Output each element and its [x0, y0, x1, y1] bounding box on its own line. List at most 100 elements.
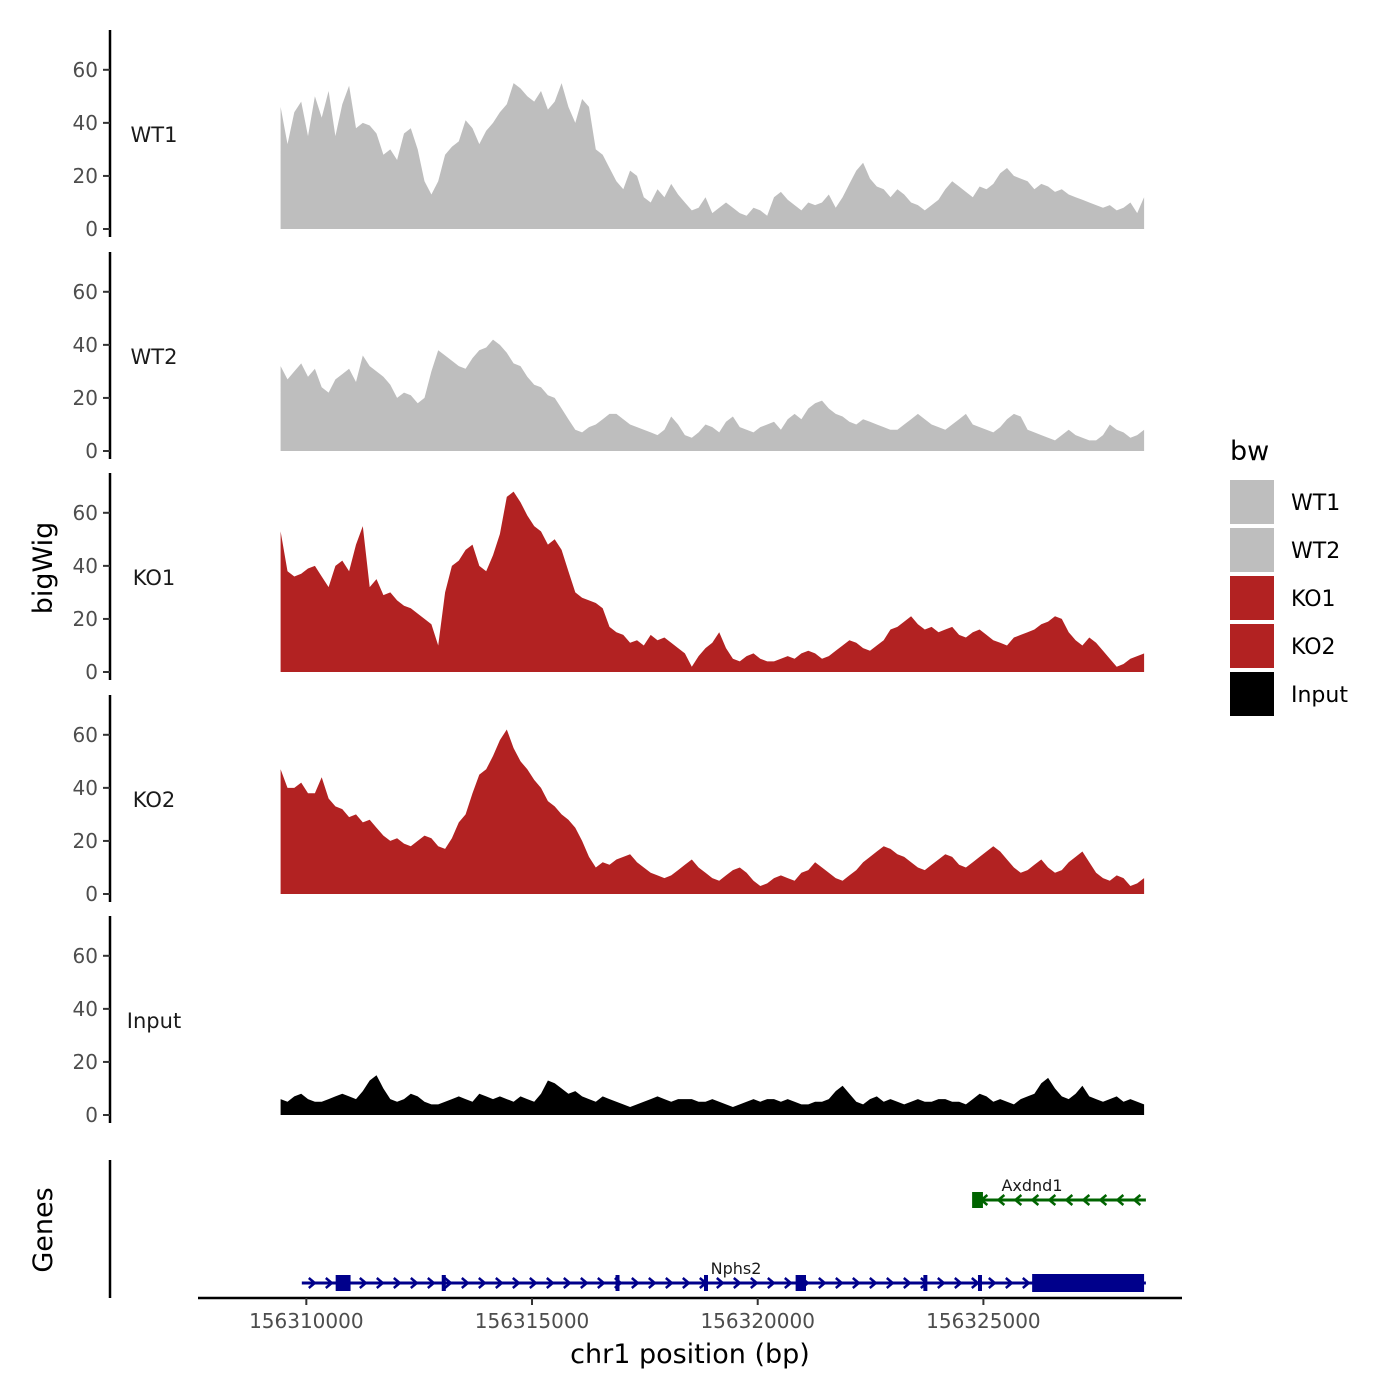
y-tick-label: 20	[73, 164, 98, 188]
strand-arrow	[1098, 1194, 1108, 1206]
area-input	[280, 1075, 1145, 1115]
strand-arrow	[996, 1194, 1006, 1206]
area-wt1	[280, 83, 1145, 229]
genes-track-title: Genes	[28, 1187, 59, 1272]
legend: WT1 WT2 KO1 KO2 Input	[1230, 480, 1348, 716]
exon	[977, 1275, 982, 1291]
track-label: WT2	[131, 345, 178, 369]
strand-arrow	[903, 1277, 912, 1289]
track-input: 0 20 40 60 Input	[73, 916, 1145, 1127]
y-tick-label: 0	[85, 660, 98, 684]
area-wt2	[280, 339, 1145, 451]
area-ko1	[280, 491, 1145, 672]
strand-arrow	[750, 1277, 759, 1289]
strand-arrow	[359, 1277, 368, 1289]
x-tick-label: 156310000	[249, 1309, 364, 1333]
area-ko2	[280, 729, 1145, 894]
track-label: KO2	[133, 788, 176, 812]
track-label: Input	[127, 1009, 181, 1033]
strand-arrow	[563, 1277, 572, 1289]
strand-arrow	[682, 1277, 691, 1289]
y-tick-label: 60	[73, 501, 98, 525]
strand-arrow	[937, 1277, 946, 1289]
gene-label: Nphs2	[711, 1259, 762, 1278]
legend-label-ko2: KO2	[1291, 635, 1336, 660]
track-label: WT1	[131, 123, 178, 147]
y-tick-label: 0	[85, 217, 98, 241]
strand-arrow	[410, 1277, 419, 1289]
legend-key-ko2	[1230, 624, 1274, 668]
exon	[615, 1275, 620, 1291]
y-tick-label: 20	[73, 1050, 98, 1074]
legend-label-ko1: KO1	[1291, 587, 1336, 612]
legend-key-ko1	[1230, 576, 1274, 620]
strand-arrow	[580, 1277, 589, 1289]
strand-arrow	[444, 1277, 453, 1289]
y-tick-label: 20	[73, 829, 98, 853]
strand-arrow	[852, 1277, 861, 1289]
exon	[795, 1275, 807, 1291]
y-tick-label: 20	[73, 386, 98, 410]
x-tick-label: 156320000	[700, 1309, 815, 1333]
strand-arrow	[1064, 1194, 1074, 1206]
strand-arrow	[1115, 1194, 1125, 1206]
strand-arrow	[1005, 1277, 1014, 1289]
y-tick-label: 60	[73, 280, 98, 304]
legend-title: bw	[1230, 436, 1269, 467]
strand-arrow	[835, 1277, 844, 1289]
exon	[335, 1275, 351, 1291]
legend-key-wt1	[1230, 480, 1274, 524]
y-axis-title: bigWig	[28, 522, 59, 615]
strand-arrow	[869, 1277, 878, 1289]
y-tick-label: 20	[73, 607, 98, 631]
legend-label-wt1: WT1	[1291, 491, 1340, 516]
strand-arrow	[393, 1277, 402, 1289]
strand-arrow	[1030, 1194, 1040, 1206]
strand-arrow	[1013, 1194, 1023, 1206]
strand-arrow	[427, 1277, 436, 1289]
strand-arrow	[376, 1277, 385, 1289]
strand-arrow	[1132, 1194, 1142, 1206]
strand-arrow	[886, 1277, 895, 1289]
strand-arrow	[461, 1277, 470, 1289]
strand-arrow	[597, 1277, 606, 1289]
strand-arrow	[733, 1277, 742, 1289]
strand-arrow	[529, 1277, 538, 1289]
genes-track: Axdnd1 Nphs2	[108, 1160, 1146, 1298]
strand-arrow	[546, 1277, 555, 1289]
strand-arrow	[988, 1277, 997, 1289]
y-tick-label: 0	[85, 439, 98, 463]
legend-label-input: Input	[1291, 683, 1348, 708]
track-ko1: 0 20 40 60 KO1	[73, 473, 1145, 684]
track-label: KO1	[133, 566, 176, 590]
legend-label-wt2: WT2	[1291, 539, 1340, 564]
strand-arrow	[716, 1277, 725, 1289]
strand-arrow	[478, 1277, 487, 1289]
strand-arrow	[784, 1277, 793, 1289]
strand-arrow	[495, 1277, 504, 1289]
y-tick-label: 0	[85, 882, 98, 906]
exon	[703, 1275, 708, 1291]
legend-key-wt2	[1230, 528, 1274, 572]
y-tick-label: 60	[73, 723, 98, 747]
signal-tracks: 0 20 40 60 WT1 0 20 40 60 WT2 0 20 40 60 KO1 0 20 40 60 KO2…	[73, 30, 1145, 1127]
y-tick-label: 0	[85, 1103, 98, 1127]
strand-arrow	[512, 1277, 521, 1289]
strand-arrow	[325, 1277, 334, 1289]
gene-label: Axdnd1	[1001, 1176, 1062, 1195]
y-tick-label: 40	[73, 333, 98, 357]
y-tick-label: 40	[73, 776, 98, 800]
strand-arrow	[631, 1277, 640, 1289]
exon	[972, 1192, 983, 1208]
y-tick-label: 40	[73, 111, 98, 135]
gene-axdnd1: Axdnd1	[972, 1176, 1146, 1208]
strand-arrow	[818, 1277, 827, 1289]
y-tick-label: 40	[73, 554, 98, 578]
y-tick-label: 60	[73, 58, 98, 82]
x-axis-title: chr1 position (bp)	[570, 1339, 810, 1370]
exon	[441, 1275, 446, 1291]
strand-arrow	[1022, 1277, 1031, 1289]
x-tick-label: 156325000	[926, 1309, 1041, 1333]
track-wt1: 0 20 40 60 WT1	[73, 30, 1145, 241]
